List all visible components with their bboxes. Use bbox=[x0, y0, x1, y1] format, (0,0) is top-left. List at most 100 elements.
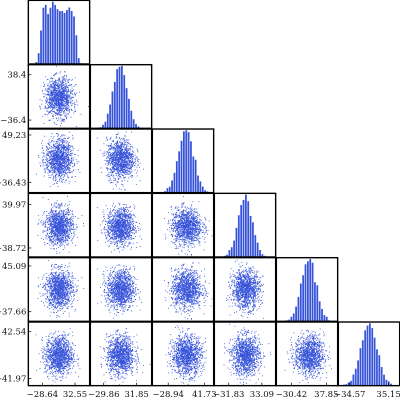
scatter-point bbox=[107, 156, 109, 157]
scatter-point bbox=[62, 87, 64, 89]
scatter-point bbox=[121, 181, 123, 182]
scatter-point bbox=[43, 222, 45, 224]
scatter-point bbox=[65, 107, 67, 109]
scatter-point bbox=[57, 160, 59, 162]
scatter-point bbox=[50, 222, 52, 224]
scatter-point bbox=[126, 156, 128, 158]
scatter-point bbox=[60, 105, 62, 107]
scatter-point bbox=[51, 140, 52, 142]
scatter-point bbox=[55, 98, 57, 100]
scatter-point bbox=[58, 94, 60, 96]
scatter-point bbox=[70, 83, 72, 85]
scatter-point bbox=[76, 223, 78, 225]
scatter-point bbox=[52, 147, 54, 148]
scatter-point bbox=[58, 108, 60, 110]
scatter-point bbox=[69, 181, 71, 183]
scatter-point bbox=[132, 154, 134, 156]
scatter-point bbox=[119, 160, 121, 162]
scatter-point bbox=[130, 170, 132, 172]
scatter-point bbox=[67, 144, 69, 146]
scatter-point bbox=[123, 155, 125, 157]
scatter-point bbox=[66, 221, 68, 223]
scatter-point bbox=[117, 168, 119, 170]
scatter-point bbox=[59, 252, 61, 254]
scatter-point bbox=[58, 119, 60, 121]
scatter-point bbox=[54, 225, 56, 227]
scatter-point bbox=[56, 170, 58, 171]
scatter-point bbox=[126, 151, 128, 153]
scatter-point bbox=[63, 154, 65, 156]
scatter-point bbox=[53, 153, 55, 155]
scatter-point bbox=[60, 238, 62, 240]
scatter-point bbox=[50, 151, 52, 153]
scatter-point bbox=[113, 153, 115, 155]
scatter-point bbox=[53, 167, 55, 168]
scatter-point bbox=[113, 143, 115, 145]
scatter-point bbox=[124, 172, 126, 174]
scatter-point bbox=[49, 147, 51, 149]
scatter-point bbox=[72, 97, 74, 98]
scatter-point bbox=[57, 163, 59, 165]
scatter-point bbox=[68, 201, 70, 203]
scatter-point bbox=[54, 169, 56, 171]
scatter-point bbox=[49, 186, 51, 188]
scatter-point bbox=[45, 107, 47, 109]
scatter-point bbox=[68, 100, 69, 102]
scatter-point bbox=[61, 202, 63, 204]
scatter-point bbox=[58, 158, 60, 160]
scatter-point bbox=[49, 159, 51, 161]
scatter-point bbox=[65, 166, 67, 167]
scatter-point bbox=[57, 142, 59, 144]
scatter-point bbox=[54, 155, 56, 157]
scatter-point bbox=[68, 96, 70, 98]
scatter-point bbox=[52, 139, 54, 141]
scatter-point bbox=[136, 172, 138, 174]
scatter-point bbox=[59, 97, 61, 99]
scatter-point bbox=[65, 94, 67, 96]
scatter-point bbox=[47, 91, 49, 93]
scatter-point bbox=[59, 160, 61, 162]
scatter-point bbox=[62, 139, 64, 141]
scatter-point bbox=[50, 157, 52, 159]
scatter-point bbox=[52, 177, 54, 179]
scatter-point bbox=[113, 148, 115, 150]
scatter-point bbox=[54, 106, 55, 108]
scatter-point bbox=[63, 110, 65, 112]
scatter-point bbox=[49, 170, 51, 172]
scatter-point bbox=[52, 150, 54, 152]
scatter-point bbox=[49, 171, 51, 173]
scatter-point bbox=[47, 88, 49, 89]
scatter-point bbox=[135, 156, 137, 158]
scatter-point bbox=[48, 162, 50, 164]
scatter-point bbox=[113, 151, 115, 153]
scatter-point bbox=[67, 148, 69, 150]
scatter-point bbox=[61, 204, 63, 206]
scatter-point bbox=[46, 214, 48, 216]
scatter-point bbox=[65, 242, 66, 244]
scatter-point bbox=[66, 96, 68, 98]
scatter-point bbox=[52, 152, 54, 154]
scatter-point bbox=[124, 162, 126, 164]
scatter-point bbox=[120, 189, 122, 191]
scatter-point bbox=[49, 162, 51, 163]
scatter-point bbox=[116, 169, 117, 171]
scatter-point bbox=[53, 100, 55, 101]
hist-bar bbox=[73, 16, 75, 64]
scatter-point bbox=[56, 93, 57, 95]
scatter-point bbox=[126, 148, 128, 150]
scatter-point bbox=[114, 165, 116, 166]
scatter-point bbox=[57, 232, 59, 234]
scatter-point bbox=[49, 159, 51, 161]
scatter-point bbox=[58, 235, 60, 237]
scatter-point bbox=[72, 138, 74, 140]
scatter-point bbox=[63, 100, 65, 102]
scatter-point bbox=[68, 166, 70, 168]
scatter-point bbox=[40, 165, 41, 167]
scatter-point bbox=[118, 157, 120, 159]
scatter-point bbox=[128, 173, 130, 175]
scatter-point bbox=[58, 219, 60, 221]
scatter-point bbox=[121, 144, 123, 146]
scatter-point bbox=[60, 167, 62, 169]
scatter-point bbox=[116, 151, 118, 153]
scatter-point bbox=[60, 165, 62, 166]
